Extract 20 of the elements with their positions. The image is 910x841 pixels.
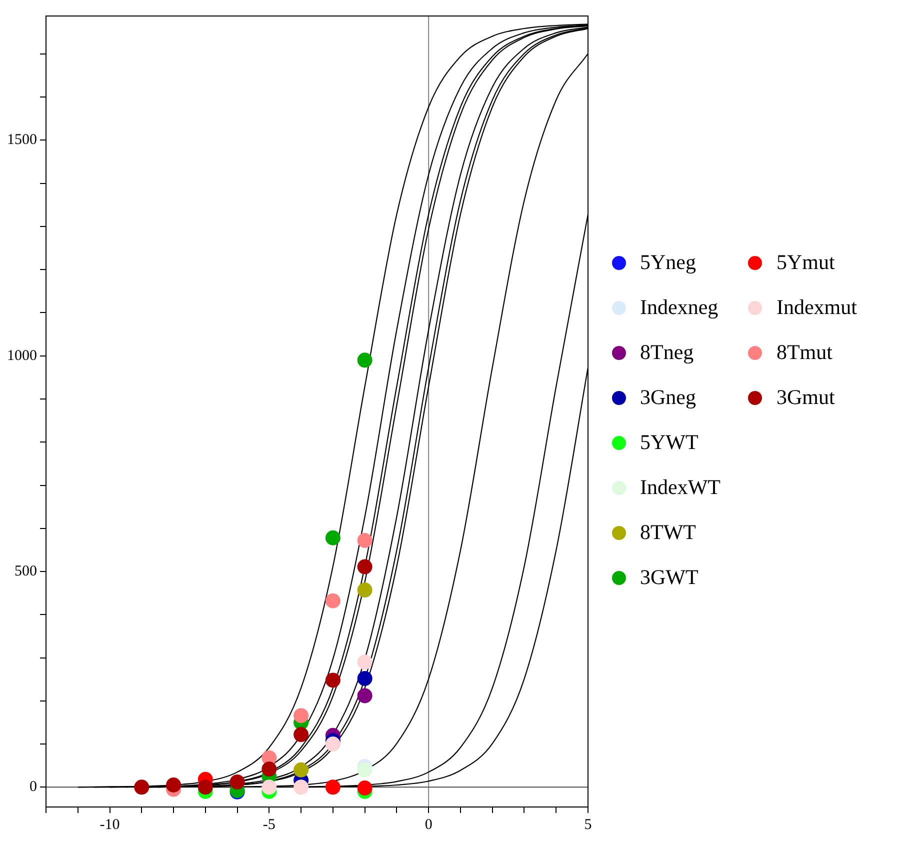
legend-label: 5Yneg	[640, 250, 696, 275]
legend-label: 3Gmut	[776, 385, 835, 410]
x-tick-label: -10	[100, 816, 120, 833]
x-tick-label: -5	[262, 816, 276, 833]
legend-label: 3Gneg	[640, 385, 696, 410]
legend-label: 3GWT	[640, 565, 698, 590]
y-tick-label: 1000	[7, 348, 37, 364]
x-tick-label: 5	[584, 816, 592, 833]
legend-label: 8Tneg	[640, 340, 694, 365]
legend-label: 8TWT	[640, 520, 696, 545]
legend-label: Indexneg	[640, 295, 718, 320]
legend-label: IndexWT	[640, 475, 720, 500]
y-tick-label: 1500	[7, 132, 37, 148]
x-tick-label: 0	[424, 816, 432, 833]
legend-label: Indexmut	[776, 295, 857, 320]
legend-label: 5YWT	[640, 430, 698, 455]
y-tick-label: 0	[30, 779, 37, 796]
legend-label: 8Tmut	[776, 340, 832, 365]
y-tick-label: 500	[14, 563, 37, 580]
legend-label: 5Ymut	[776, 250, 835, 275]
